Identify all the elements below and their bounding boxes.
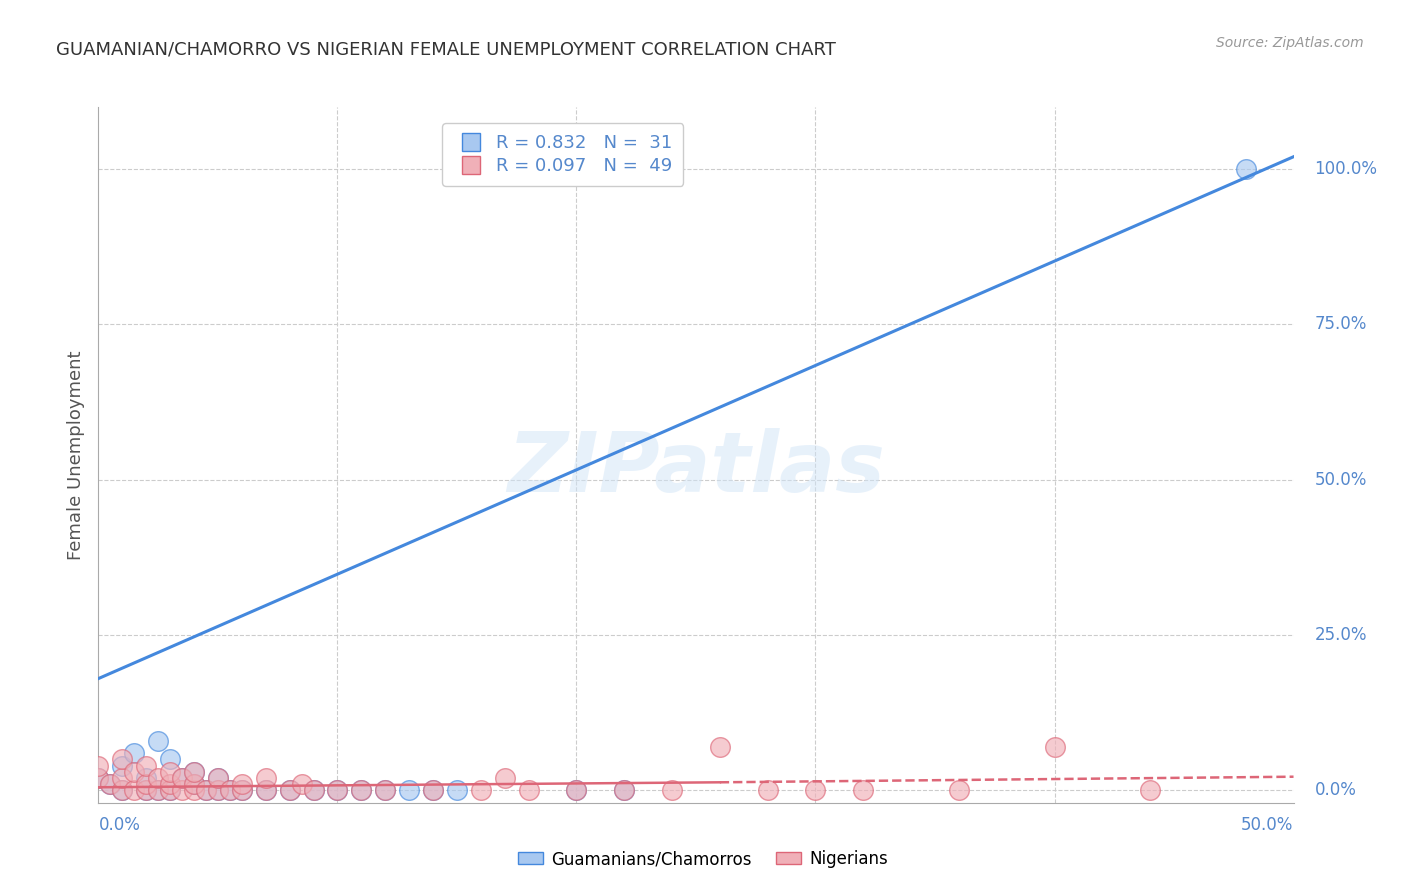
Text: 50.0%: 50.0% [1315, 471, 1367, 489]
Text: 0.0%: 0.0% [1315, 781, 1357, 799]
Point [135, 777, 157, 791]
Point [207, 783, 229, 797]
Point [231, 783, 253, 797]
Point [98, 777, 122, 791]
Point [613, 783, 636, 797]
Text: 25.0%: 25.0% [1315, 626, 1367, 644]
Point [254, 783, 277, 797]
Point [183, 777, 205, 791]
Point [159, 783, 181, 797]
Point [183, 777, 205, 791]
Point [111, 758, 134, 772]
Point [350, 783, 373, 797]
Point [111, 783, 134, 797]
Point [135, 783, 157, 797]
Point [148, 771, 170, 785]
Point [804, 783, 827, 797]
Point [374, 783, 396, 797]
Point [172, 783, 194, 797]
Point [278, 783, 301, 797]
Y-axis label: Female Unemployment: Female Unemployment [66, 351, 84, 559]
Point [124, 764, 146, 779]
Point [183, 783, 205, 797]
Point [148, 783, 170, 797]
Point [948, 783, 970, 797]
Text: Source: ZipAtlas.com: Source: ZipAtlas.com [1216, 36, 1364, 50]
Point [422, 783, 444, 797]
Text: 75.0%: 75.0% [1315, 316, 1367, 334]
Point [159, 777, 181, 791]
Point [756, 783, 779, 797]
Point [135, 783, 157, 797]
Point [565, 783, 588, 797]
Point [350, 783, 373, 797]
Point [470, 783, 492, 797]
Point [159, 752, 181, 766]
Point [219, 783, 242, 797]
Point [194, 783, 217, 797]
Point [124, 783, 146, 797]
Point [159, 764, 181, 779]
Point [302, 783, 325, 797]
Point [278, 783, 301, 797]
Point [446, 783, 468, 797]
Point [1139, 783, 1161, 797]
Point [290, 777, 312, 791]
Point [254, 771, 277, 785]
Text: 0.0%: 0.0% [98, 816, 141, 834]
Point [207, 783, 229, 797]
Point [302, 783, 325, 797]
Point [111, 771, 134, 785]
Point [148, 783, 170, 797]
Point [87, 771, 110, 785]
Legend: R = 0.832   N =  31, R = 0.097   N =  49: R = 0.832 N = 31, R = 0.097 N = 49 [441, 123, 683, 186]
Text: ZIPatlas: ZIPatlas [508, 428, 884, 509]
Point [111, 752, 134, 766]
Point [194, 783, 217, 797]
Text: 100.0%: 100.0% [1315, 161, 1378, 178]
Point [219, 783, 242, 797]
Point [254, 783, 277, 797]
Point [709, 739, 731, 754]
Point [135, 771, 157, 785]
Point [135, 758, 157, 772]
Text: GUAMANIAN/CHAMORRO VS NIGERIAN FEMALE UNEMPLOYMENT CORRELATION CHART: GUAMANIAN/CHAMORRO VS NIGERIAN FEMALE UN… [56, 40, 837, 58]
Point [613, 783, 636, 797]
Point [124, 746, 146, 760]
Legend: Guamanians/Chamorros, Nigerians: Guamanians/Chamorros, Nigerians [510, 844, 896, 875]
Point [326, 783, 349, 797]
Point [326, 783, 349, 797]
Point [172, 771, 194, 785]
Point [183, 764, 205, 779]
Point [172, 771, 194, 785]
Point [661, 783, 683, 797]
Point [1234, 162, 1257, 177]
Point [207, 771, 229, 785]
Point [852, 783, 875, 797]
Point [494, 771, 516, 785]
Point [159, 783, 181, 797]
Point [517, 783, 540, 797]
Point [87, 771, 110, 785]
Point [398, 783, 420, 797]
Point [111, 783, 134, 797]
Point [148, 733, 170, 747]
Text: 50.0%: 50.0% [1241, 816, 1294, 834]
Point [422, 783, 444, 797]
Point [1043, 739, 1066, 754]
Point [231, 783, 253, 797]
Point [98, 777, 122, 791]
Point [207, 771, 229, 785]
Point [183, 764, 205, 779]
Point [374, 783, 396, 797]
Point [87, 758, 110, 772]
Point [565, 783, 588, 797]
Point [231, 777, 253, 791]
